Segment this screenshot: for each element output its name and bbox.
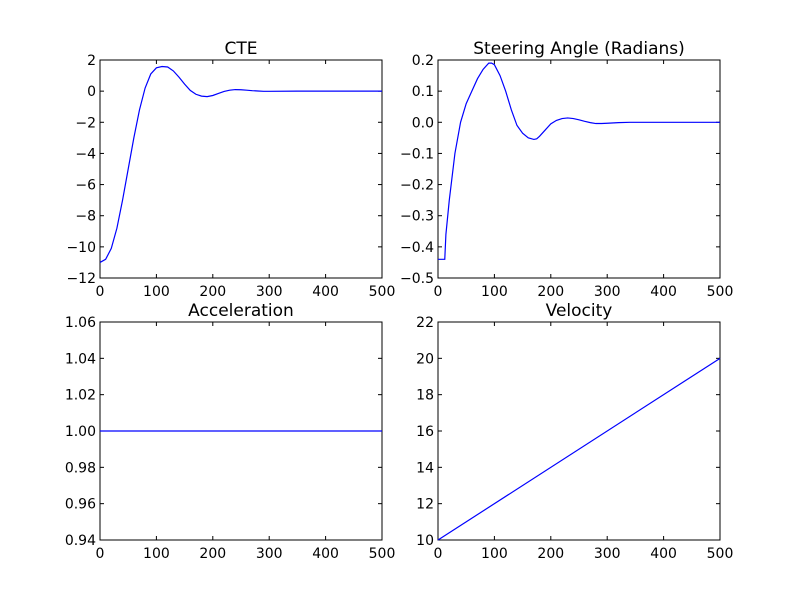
plot-frame: [99, 59, 383, 279]
y-tick-label: 0.96: [65, 497, 96, 513]
x-tick-label: 200: [537, 546, 564, 562]
y-tick-label: 12: [416, 497, 434, 513]
x-tick-label: 400: [312, 546, 339, 562]
x-tick-label: 0: [96, 284, 105, 300]
y-tick-label: −2: [75, 115, 96, 131]
series-line: [99, 65, 382, 263]
y-tick-label: 1.02: [65, 388, 96, 404]
x-tick-label: 300: [594, 284, 621, 300]
y-tick-label: 0: [87, 84, 96, 100]
x-tick-label: 500: [369, 546, 396, 562]
chart-title: CTE: [225, 39, 258, 59]
x-tick-label: 100: [143, 546, 170, 562]
y-tick-label: 0.1: [412, 84, 434, 100]
y-tick-label: −6: [75, 178, 96, 194]
y-tick-label: 0.0: [412, 115, 434, 131]
x-tick-label: 500: [707, 284, 734, 300]
x-tick-label: 300: [256, 546, 283, 562]
y-tick-label: −8: [75, 209, 96, 225]
x-tick-label: 0: [96, 546, 105, 562]
chart-title: Steering Angle (Radians): [473, 39, 685, 59]
subplot-4: Velocity 0 100 200 300 400 500 10 12 14 16 18 20 22: [416, 301, 733, 562]
x-tick-label: 200: [199, 546, 226, 562]
y-tick-label: 20: [416, 351, 434, 367]
y-tick-label: 1.04: [65, 351, 96, 367]
x-tick-label: 100: [481, 284, 508, 300]
y-tick-label: 10: [416, 533, 434, 549]
y-tick-label: 18: [416, 388, 434, 404]
x-tick-label: 400: [650, 546, 677, 562]
y-tick-label: −10: [66, 240, 96, 256]
y-tick-label: 2: [87, 53, 96, 69]
y-tick-label: −0.2: [400, 178, 434, 194]
y-tick-label: 16: [416, 424, 434, 440]
x-tick-label: 500: [369, 284, 396, 300]
series-line: [438, 62, 720, 260]
x-tick-label: 0: [434, 284, 443, 300]
x-tick-label: 0: [434, 546, 443, 562]
chart-title: Velocity: [546, 301, 613, 321]
x-tick-label: 200: [199, 284, 226, 300]
x-tick-label: 300: [256, 284, 283, 300]
x-tick-label: 200: [537, 284, 564, 300]
x-tick-label: 300: [594, 546, 621, 562]
x-tick-label: 500: [707, 546, 734, 562]
y-tick-label: 1.06: [65, 315, 96, 331]
y-tick-label: −12: [66, 271, 96, 287]
x-tick-label: 100: [481, 546, 508, 562]
y-tick-label: −0.1: [400, 146, 434, 162]
y-tick-label: −0.5: [400, 271, 434, 287]
chart-title: Acceleration: [188, 301, 294, 321]
x-tick-label: 400: [312, 284, 339, 300]
series-line: [437, 357, 721, 541]
x-tick-label: 100: [143, 284, 170, 300]
y-tick-label: −4: [75, 146, 96, 162]
y-tick-label: 0.2: [412, 53, 434, 69]
subplot-3: Acceleration 0 100 200 300 400 500 0.94 0.96 0.98…: [65, 301, 396, 562]
y-tick-label: 1.00: [65, 424, 96, 440]
y-tick-label: 14: [416, 460, 434, 476]
subplot-1: CTE 0 100 200 300 400 500 −12 −10 −8 −6 −4 −2 0 2: [66, 39, 395, 300]
y-tick-label: −0.4: [400, 240, 434, 256]
subplot-2: Steering Angle (Radians) 0 100 200 300 400 500…: [400, 39, 733, 300]
x-tick-label: 400: [650, 284, 677, 300]
y-tick-label: 0.98: [65, 460, 96, 476]
y-tick-label: 0.94: [65, 533, 96, 549]
y-tick-label: −0.3: [400, 209, 434, 225]
plot-frame: [437, 59, 721, 279]
plot-frame: [437, 321, 721, 541]
y-tick-label: 22: [416, 315, 434, 331]
